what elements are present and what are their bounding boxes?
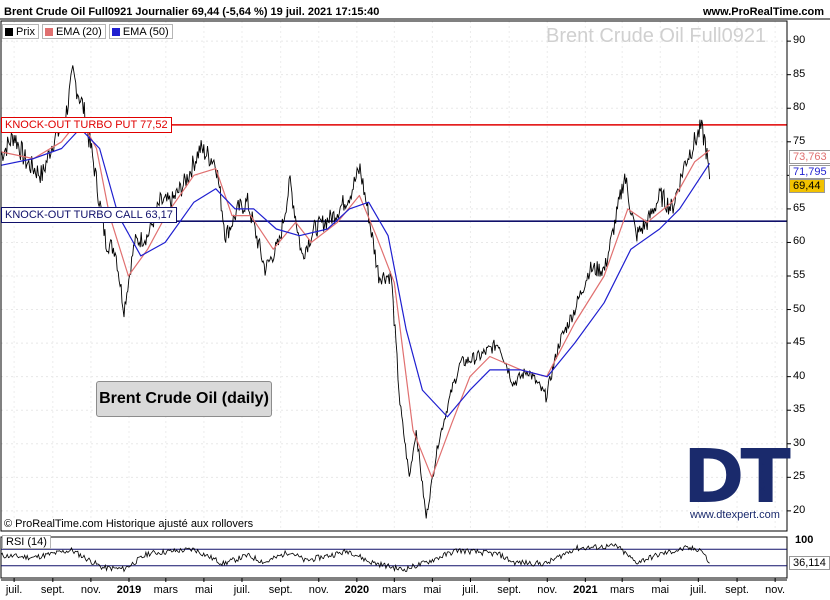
x-tick-label: mars	[382, 584, 407, 596]
rsi-scale-top: 100	[795, 534, 814, 546]
x-tick-label: mai	[423, 584, 442, 596]
price-panel-frame	[0, 20, 788, 532]
ema20-swatch-icon	[44, 27, 53, 36]
watermark: Brent Crude Oil Full0921	[546, 25, 767, 47]
knock-out-put-label: KNOCK-OUT TURBO PUT 77,52	[1, 117, 172, 133]
x-tick-label: nov.	[308, 584, 329, 596]
y-tick-label: 25	[793, 470, 806, 483]
x-tick-label: nov.	[537, 584, 558, 596]
y-tick-label: 60	[793, 235, 806, 248]
price-swatch-icon	[5, 27, 13, 36]
y-tick-label: 75	[793, 134, 806, 147]
ema20-line	[0, 117, 710, 478]
price-value-tag: 69,44	[789, 179, 825, 193]
rsi-line	[0, 543, 710, 573]
x-tick-label: sept.	[268, 584, 293, 596]
y-tick-label: 35	[793, 403, 806, 416]
y-tick-label: 90	[793, 34, 806, 47]
x-tick-label: mai	[195, 584, 213, 596]
x-tick-label: sept.	[497, 584, 522, 596]
chart-annotation: Brent Crude Oil (daily)	[96, 381, 272, 417]
x-tick-label: 2019	[116, 584, 142, 596]
x-tick-label: juil.	[690, 584, 707, 596]
legend-item-ema20[interactable]: EMA (20)	[41, 24, 106, 39]
x-tick-label: sept.	[40, 584, 65, 596]
legend-label: Prix	[16, 25, 35, 38]
ema20-value-tag: 73,763	[789, 150, 830, 164]
chart-title: Brent Crude Oil Full0921 Journalier 69,4…	[4, 6, 380, 18]
x-tick-label: mai	[651, 584, 670, 596]
x-tick-label: juil.	[462, 584, 479, 596]
x-tick-label: mars	[153, 584, 179, 596]
x-tick-label: juil.	[233, 584, 251, 596]
y-tick-label: 50	[793, 302, 806, 315]
y-tick-label: 65	[793, 201, 806, 214]
x-tick-label: sept.	[725, 584, 749, 596]
rsi-frame	[0, 536, 788, 579]
logo-url[interactable]: www.dtexpert.com	[690, 509, 780, 521]
copyright-note: © ProRealTime.com Historique ajusté aux …	[4, 518, 254, 530]
chart-frame	[0, 18, 830, 581]
y-tick-label: 55	[793, 269, 806, 281]
y-tick-label: 80	[793, 101, 806, 114]
price-line	[0, 65, 711, 519]
rsi-label[interactable]: RSI (14)	[2, 535, 51, 549]
legend: Prix EMA (20) EMA (50)	[2, 24, 176, 39]
ema50-value-tag: 71,795	[789, 165, 830, 179]
chart-grid	[1, 21, 791, 582]
legend-label: EMA (20)	[55, 25, 102, 38]
x-tick-label: nov.	[80, 584, 101, 596]
legend-label: EMA (50)	[122, 25, 169, 38]
legend-item-price[interactable]: Prix	[2, 24, 39, 39]
legend-item-ema50[interactable]: EMA (50)	[108, 24, 173, 39]
y-tick-label: 85	[793, 67, 806, 80]
x-tick-label: juil.	[5, 584, 23, 596]
dt-expert-logo: DT	[683, 434, 791, 520]
site-link[interactable]: www.ProRealTime.com	[702, 6, 824, 18]
y-tick-label: 40	[793, 369, 806, 382]
x-tick-label: mars	[609, 584, 635, 596]
logo-subtext: EXPERT	[758, 454, 769, 500]
x-tick-label: 2020	[344, 584, 370, 596]
rsi-value-tag: 36,114	[789, 556, 830, 570]
ema50-swatch-icon	[111, 27, 120, 36]
y-tick-label: 30	[793, 436, 806, 449]
x-tick-label: 2021	[573, 584, 598, 596]
y-tick-label: 20	[793, 503, 806, 516]
y-tick-label: 45	[793, 336, 806, 349]
price-series	[0, 65, 711, 519]
rsi-panel	[0, 536, 788, 579]
x-tick-label: nov.	[765, 584, 786, 596]
ema50-line	[0, 127, 711, 418]
knock-out-call-label: KNOCK-OUT TURBO CALL 63,17	[1, 207, 177, 223]
